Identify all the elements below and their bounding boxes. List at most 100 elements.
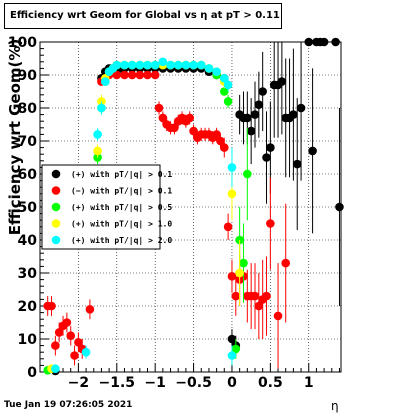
legend-label: (+) with pT/|q| > 0.5	[71, 202, 172, 212]
x-tick-label: −1.5	[99, 375, 136, 391]
data-point	[296, 103, 306, 113]
data-point	[304, 37, 314, 47]
data-point	[51, 341, 60, 350]
data-point	[239, 258, 248, 268]
data-point	[120, 60, 129, 70]
data-point	[258, 87, 267, 96]
data-point	[331, 37, 340, 47]
data-point	[223, 97, 233, 106]
data-point	[292, 159, 302, 169]
data-point	[250, 291, 260, 301]
data-point	[281, 258, 291, 268]
data-point	[243, 169, 252, 179]
data-point	[135, 70, 145, 80]
data-point	[135, 60, 145, 70]
data-point	[204, 64, 214, 73]
y-tick-label: 50	[18, 200, 38, 216]
data-point	[254, 301, 264, 311]
x-tick-label: −2	[68, 375, 89, 391]
data-point	[150, 70, 160, 80]
data-point	[219, 74, 229, 83]
plot-area: −2 −1.5 −1 −0.5 0 0.5 10102030405060708090100E…	[6, 35, 344, 391]
data-point	[335, 202, 344, 212]
data-point	[319, 37, 329, 47]
y-tick-label: 70	[18, 134, 38, 150]
data-point	[212, 130, 221, 139]
data-point	[150, 60, 160, 70]
data-point	[154, 103, 164, 113]
data-point	[262, 291, 271, 301]
x-axis-label: η	[331, 399, 339, 413]
data-point	[273, 311, 283, 321]
y-tick-label: 20	[18, 299, 38, 315]
x-tick-label: 1	[304, 375, 314, 391]
data-point	[97, 103, 106, 113]
y-tick-label: 80	[18, 101, 38, 117]
data-point	[277, 77, 287, 86]
data-point	[112, 70, 122, 80]
data-point	[93, 146, 102, 156]
data-point	[219, 143, 229, 152]
data-point	[97, 97, 106, 106]
data-point	[62, 318, 72, 327]
data-point	[143, 70, 152, 80]
data-point	[189, 126, 198, 136]
legend-label: (+) with pT/|q| > 1.0	[71, 219, 172, 229]
y-tick-label: 40	[18, 233, 38, 249]
data-point	[308, 146, 317, 156]
timestamp: Tue Jan 19 07:26:05 2021	[4, 400, 133, 410]
data-point	[227, 351, 237, 360]
data-point	[181, 60, 191, 70]
data-point	[66, 331, 76, 341]
data-point	[223, 222, 233, 232]
data-point	[120, 70, 129, 80]
x-tick-label: −0.5	[175, 375, 212, 391]
data-point	[74, 338, 83, 347]
data-point	[189, 60, 198, 70]
y-tick-label: 10	[18, 332, 38, 348]
data-point	[262, 153, 271, 162]
legend-label: (+) with pT/|q| > 2.0	[71, 235, 172, 245]
data-point	[250, 110, 260, 119]
y-tick-label: 90	[18, 68, 38, 84]
data-point	[85, 305, 95, 314]
legend-label: (+) with pT/|q| > 0.1	[71, 169, 172, 179]
data-point	[70, 351, 79, 360]
chart-title: Efficiency wrt Geom for Global vs η at p…	[4, 3, 282, 29]
data-point	[170, 123, 179, 133]
data-point	[54, 328, 64, 337]
data-point	[212, 67, 221, 76]
data-point	[231, 344, 241, 354]
x-tick-label: −1	[144, 375, 165, 391]
data-point	[219, 87, 229, 96]
data-point	[246, 126, 256, 136]
data-point	[112, 60, 122, 70]
data-point	[166, 60, 175, 70]
data-point	[158, 57, 168, 67]
legend-marker	[51, 219, 61, 228]
data-point	[127, 70, 137, 80]
data-point	[289, 110, 298, 119]
data-point	[127, 60, 137, 70]
data-point	[185, 113, 195, 123]
legend-marker	[51, 169, 61, 179]
data-point	[254, 100, 264, 109]
data-point	[227, 163, 237, 172]
x-tick-label: 0	[227, 375, 237, 391]
data-point	[158, 113, 168, 123]
y-tick-label: 0	[27, 365, 37, 381]
y-axis-label: Efficiency wrt Geom(%)	[6, 39, 24, 236]
data-point	[196, 60, 206, 70]
data-point	[231, 291, 241, 301]
data-point	[223, 80, 233, 90]
data-point	[93, 130, 102, 139]
data-point	[243, 113, 252, 123]
legend-box	[41, 164, 161, 250]
data-point	[227, 334, 237, 344]
data-point	[81, 347, 91, 357]
legend-marker	[51, 235, 61, 245]
data-point	[266, 219, 275, 228]
data-point	[227, 272, 237, 281]
legend-marker	[51, 186, 61, 195]
data-point	[266, 143, 275, 152]
